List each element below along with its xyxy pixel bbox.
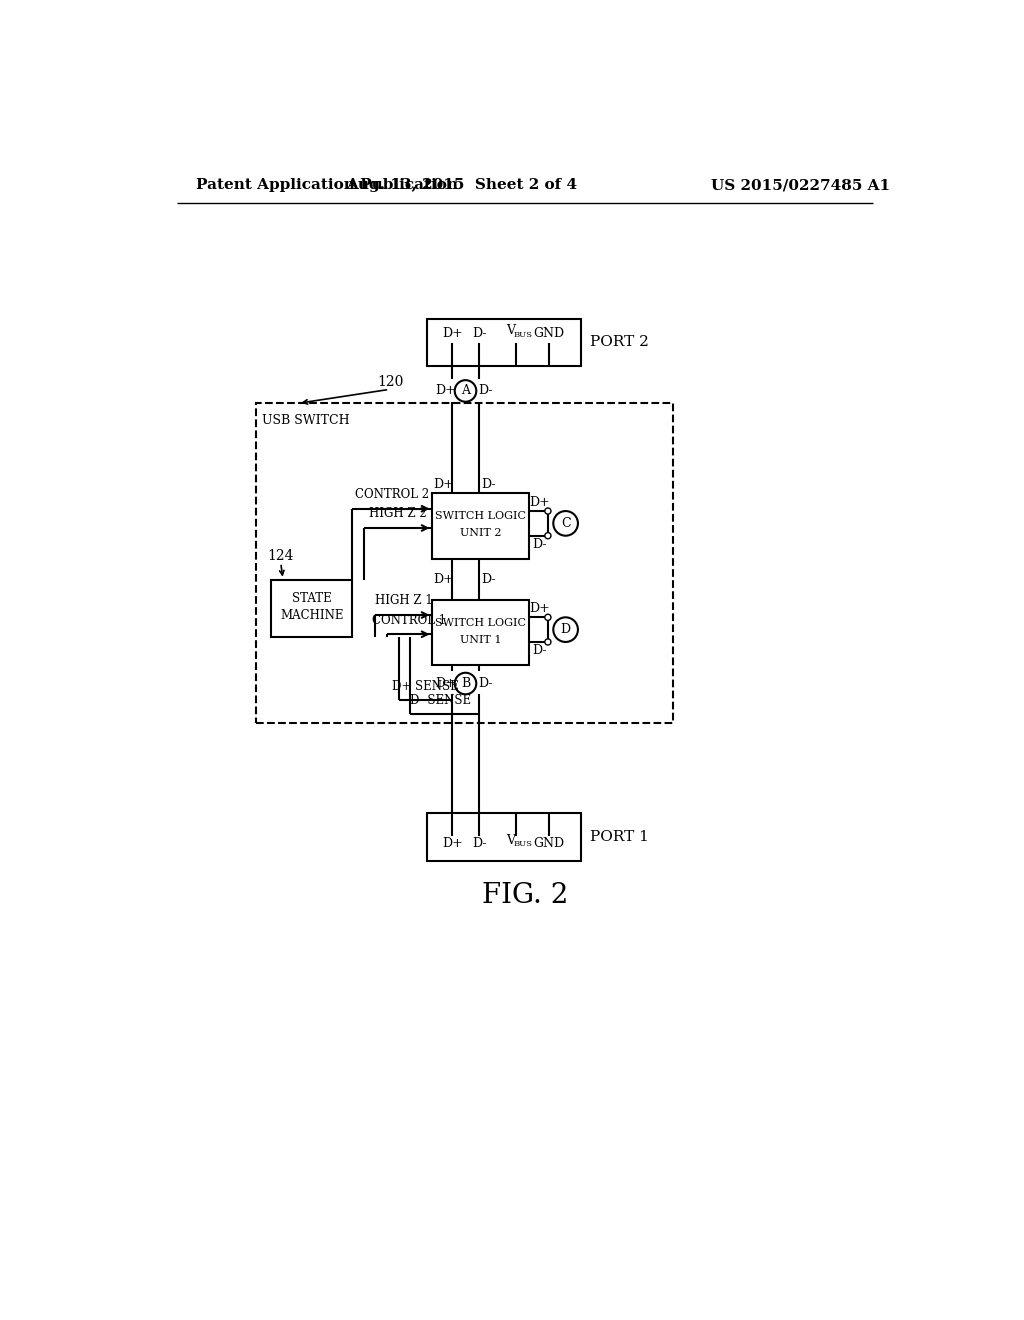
Bar xyxy=(427,318,581,367)
Text: D+: D+ xyxy=(442,837,463,850)
Text: 124: 124 xyxy=(267,549,294,564)
Text: D-: D- xyxy=(481,573,496,586)
Circle shape xyxy=(455,380,476,401)
Circle shape xyxy=(545,614,551,620)
Text: B: B xyxy=(461,677,470,690)
Text: D-: D- xyxy=(478,384,493,397)
Text: CONTROL 2: CONTROL 2 xyxy=(355,488,429,502)
Text: C: C xyxy=(561,517,570,529)
Bar xyxy=(427,813,581,861)
Text: D+: D+ xyxy=(433,478,454,491)
Text: D- SENSE: D- SENSE xyxy=(411,693,471,706)
Text: D+: D+ xyxy=(433,573,454,586)
Text: GND: GND xyxy=(534,837,564,850)
Text: D+: D+ xyxy=(435,384,456,397)
Circle shape xyxy=(455,673,476,694)
Text: D: D xyxy=(560,623,570,636)
Text: D+ SENSE: D+ SENSE xyxy=(392,680,459,693)
Text: D-: D- xyxy=(532,644,547,657)
Text: SWITCH LOGIC: SWITCH LOGIC xyxy=(435,511,526,521)
Circle shape xyxy=(545,508,551,515)
Text: D+: D+ xyxy=(442,327,463,341)
Circle shape xyxy=(545,639,551,645)
Text: MACHINE: MACHINE xyxy=(281,610,344,622)
Text: FIG. 2: FIG. 2 xyxy=(481,882,568,908)
Text: D+: D+ xyxy=(529,602,550,615)
Text: BUS: BUS xyxy=(514,331,532,339)
Text: SWITCH LOGIC: SWITCH LOGIC xyxy=(435,618,526,628)
Text: PORT 2: PORT 2 xyxy=(590,335,649,350)
Text: V: V xyxy=(507,325,515,338)
Bar xyxy=(432,599,528,665)
Text: HIGH Z 2: HIGH Z 2 xyxy=(369,507,427,520)
Text: GND: GND xyxy=(534,327,564,341)
Text: HIGH Z 1: HIGH Z 1 xyxy=(375,594,433,607)
Text: USB SWITCH: USB SWITCH xyxy=(262,414,350,428)
Text: US 2015/0227485 A1: US 2015/0227485 A1 xyxy=(711,178,890,193)
Circle shape xyxy=(553,618,578,642)
Text: PORT 1: PORT 1 xyxy=(590,830,649,843)
Text: CONTROL 1: CONTROL 1 xyxy=(373,614,446,627)
Circle shape xyxy=(545,532,551,539)
Text: D-: D- xyxy=(478,677,493,690)
Bar xyxy=(432,494,528,558)
Text: D-: D- xyxy=(481,478,496,491)
Text: STATE: STATE xyxy=(292,593,332,606)
Text: BUS: BUS xyxy=(514,841,532,849)
Text: D+: D+ xyxy=(529,496,550,510)
Circle shape xyxy=(553,511,578,536)
Text: D-: D- xyxy=(472,837,486,850)
Text: D-: D- xyxy=(472,327,486,341)
Text: D-: D- xyxy=(532,537,547,550)
Text: UNIT 2: UNIT 2 xyxy=(460,528,502,539)
Text: A: A xyxy=(461,384,470,397)
Text: Aug. 13, 2015  Sheet 2 of 4: Aug. 13, 2015 Sheet 2 of 4 xyxy=(346,178,578,193)
Text: V: V xyxy=(507,834,515,847)
Bar xyxy=(256,404,674,723)
Bar xyxy=(271,579,352,638)
Text: UNIT 1: UNIT 1 xyxy=(460,635,502,644)
Text: Patent Application Publication: Patent Application Publication xyxy=(196,178,458,193)
Text: D+: D+ xyxy=(435,677,456,690)
Text: 120: 120 xyxy=(377,375,403,388)
